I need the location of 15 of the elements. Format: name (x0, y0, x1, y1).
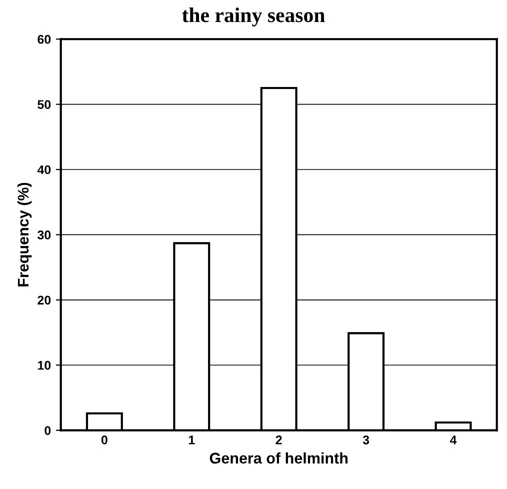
y-tick-label: 10 (38, 360, 51, 370)
y-tick-label: 50 (38, 100, 51, 109)
x-tick-label: 2 (276, 436, 282, 444)
x-tick-label: 0 (101, 436, 108, 444)
y-tick-label: 20 (38, 296, 51, 305)
y-axis-title: Frequency (%) (17, 182, 32, 286)
chart-title: the rainy season (182, 8, 325, 26)
x-tick-label: 3 (362, 436, 370, 444)
x-tick-label: 4 (450, 436, 457, 444)
y-tick-label: 40 (37, 165, 51, 174)
y-tick-label: 0 (44, 426, 51, 435)
x-tick-label: 1 (188, 436, 195, 444)
y-tick-label: 60 (38, 34, 51, 44)
y-tick-label: 30 (38, 230, 51, 240)
x-axis-title: Genera of helminth (210, 452, 348, 464)
